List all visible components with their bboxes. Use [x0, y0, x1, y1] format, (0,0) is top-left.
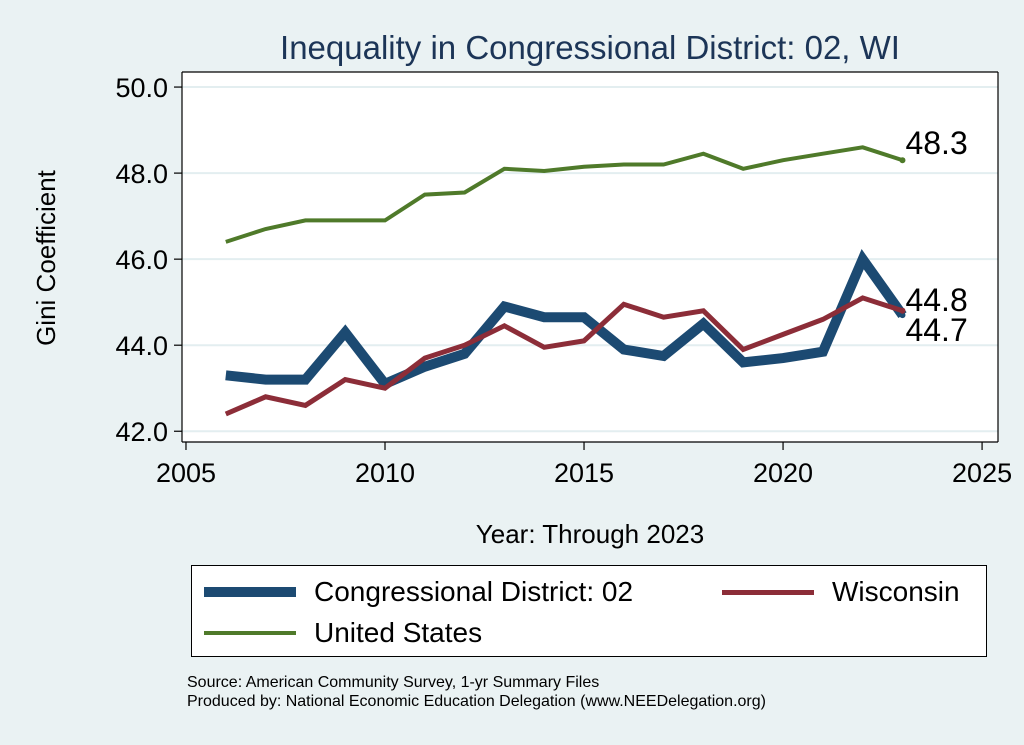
legend-item-district: Congressional District: 02 — [204, 576, 633, 608]
x-tick-label: 2015 — [554, 458, 614, 488]
legend-label-district: Congressional District: 02 — [314, 576, 634, 607]
y-axis-label: Gini Coefficient — [31, 169, 61, 346]
y-tick-label: 48.0 — [115, 159, 168, 189]
source-note: Source: American Community Survey, 1-yr … — [187, 673, 766, 711]
legend-item-wisconsin: Wisconsin — [722, 576, 960, 608]
legend-label-united-states: United States — [314, 617, 483, 648]
series-end-marker — [899, 157, 906, 164]
legend-label-wisconsin: Wisconsin — [832, 576, 960, 607]
plot-area: 42.0 44.0 46.0 48.0 50.0 2005 2010 2015 2020 2025… — [115, 71, 1012, 488]
chart: Inequality in Congressional District: 02… — [31, 29, 1012, 549]
y-tick-label: 50.0 — [115, 73, 168, 103]
x-tick-label: 2020 — [753, 458, 813, 488]
producer-line: Produced by: National Economic Education… — [187, 693, 766, 710]
legend: Congressional District: 02 Wisconsin Uni… — [191, 565, 987, 657]
y-tick-label: 46.0 — [115, 245, 168, 275]
legend-swatch-wisconsin — [722, 589, 814, 595]
series-end-label: 48.3 — [905, 125, 967, 161]
y-tick-label: 44.0 — [115, 331, 168, 361]
series-line — [225, 249, 907, 391]
legend-item-united-states: United States — [204, 617, 482, 649]
chart-title: Inequality in Congressional District: 02… — [280, 29, 900, 66]
series-line — [225, 145, 904, 244]
series-line — [224, 295, 904, 417]
series-end-marker — [899, 312, 906, 319]
series-end-marker — [899, 307, 906, 314]
plot-background — [182, 72, 998, 442]
legend-swatch-district — [204, 587, 296, 597]
series-end-label: 44.7 — [905, 312, 967, 348]
x-axis-label: Year: Through 2023 — [476, 519, 704, 549]
y-tick-label: 42.0 — [115, 417, 168, 447]
x-tick-label: 2025 — [952, 458, 1012, 488]
x-tick-label: 2010 — [355, 458, 415, 488]
legend-swatch-united-states — [204, 631, 296, 635]
source-line: Source: American Community Survey, 1-yr … — [187, 674, 600, 691]
series-end-label: 44.8 — [905, 282, 967, 318]
x-tick-label: 2005 — [156, 458, 216, 488]
